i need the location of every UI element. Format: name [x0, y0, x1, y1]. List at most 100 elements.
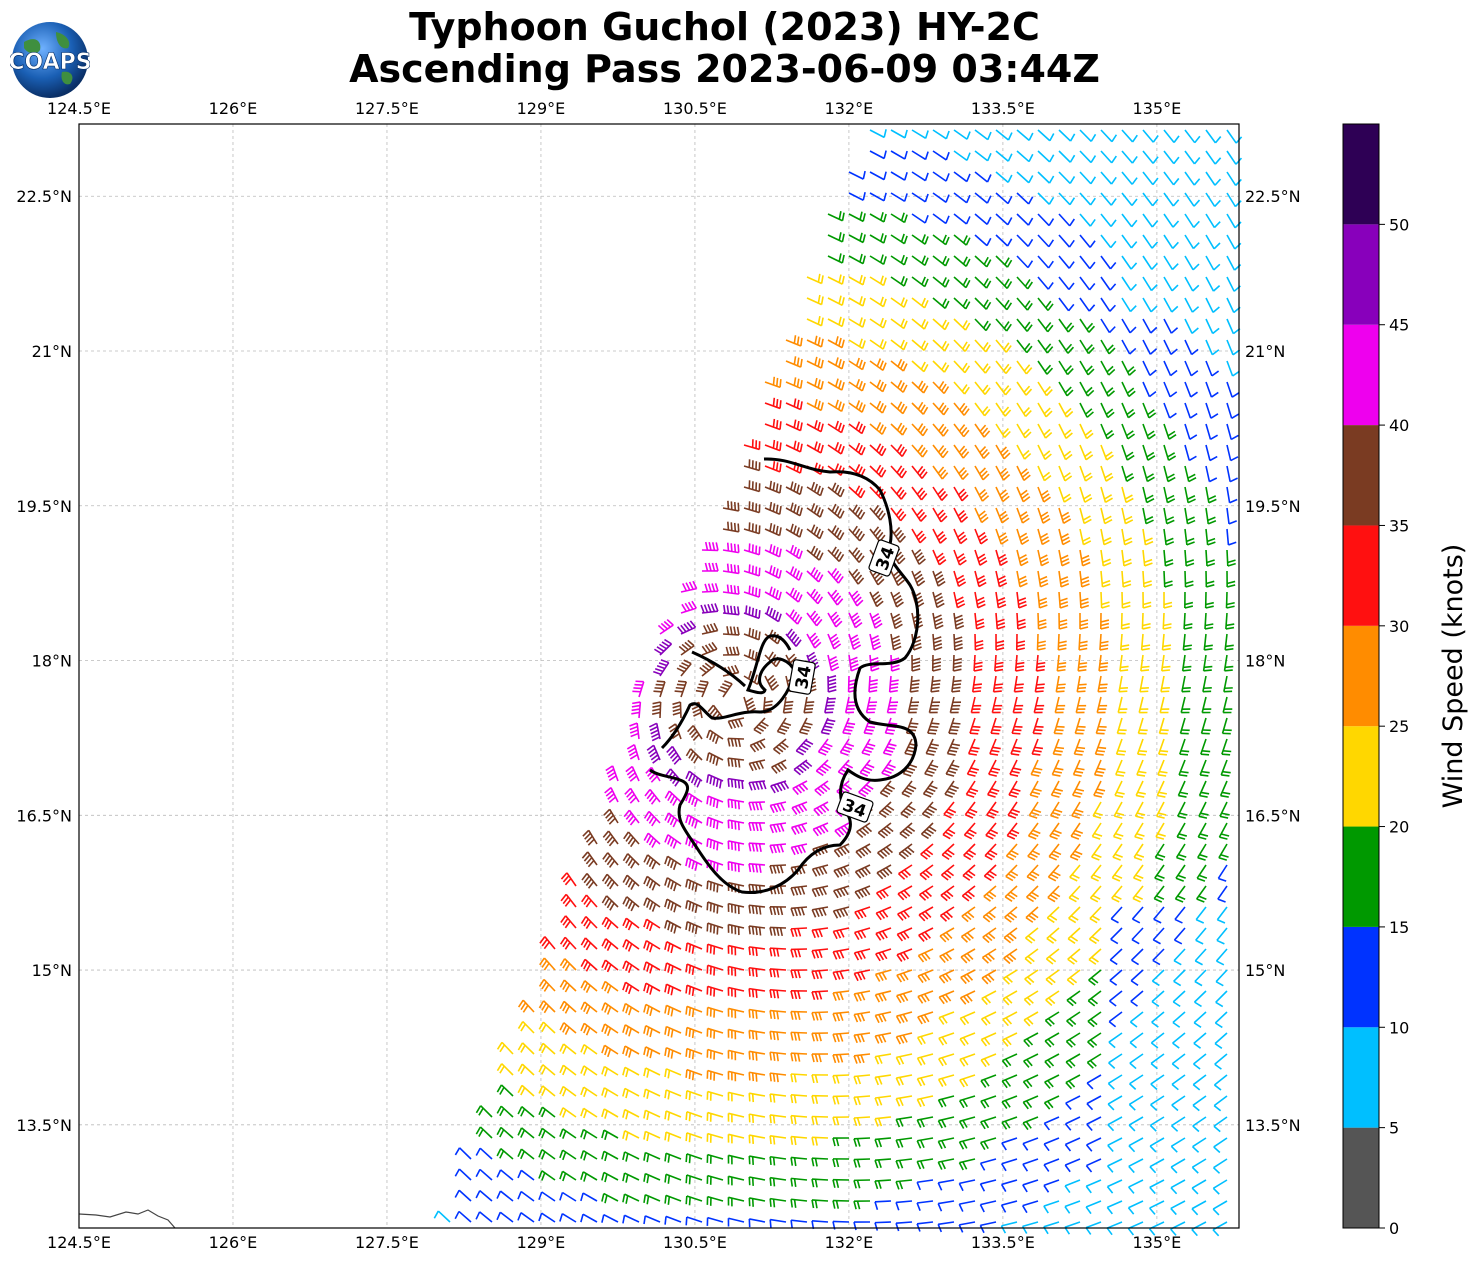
wind-barb	[971, 675, 983, 693]
wind-barb	[664, 1025, 682, 1038]
wind-barb	[1054, 696, 1066, 714]
wind-barb	[946, 738, 961, 756]
wind-barb	[932, 486, 948, 501]
wind-barb	[890, 150, 908, 160]
wind-barb	[601, 1044, 619, 1058]
wind-barb	[769, 864, 787, 874]
wind-barb	[890, 129, 908, 139]
wind-barb	[953, 633, 963, 651]
wind-barb	[1079, 549, 1091, 567]
wind-barb	[1058, 465, 1073, 482]
wind-barb	[517, 1190, 535, 1202]
wind-barb	[706, 1048, 724, 1060]
wind-barb	[1056, 654, 1067, 672]
wind-barb	[1200, 738, 1211, 756]
wind-barb	[1004, 885, 1018, 903]
wind-barb	[877, 843, 893, 859]
wind-barb	[1194, 969, 1207, 987]
wind-barb	[1221, 738, 1232, 756]
wind-barb	[722, 542, 740, 554]
wind-barb	[706, 1027, 724, 1039]
wind-barb	[1205, 171, 1222, 186]
wind-barb	[817, 738, 833, 756]
colorbar-tick-label: 0	[1389, 1219, 1399, 1238]
wind-barb	[790, 843, 808, 856]
wind-barb	[1058, 612, 1068, 630]
wind-barb	[918, 906, 934, 922]
wind-barb	[848, 253, 866, 265]
wind-barb	[932, 612, 944, 630]
wind-barb	[1149, 1116, 1165, 1132]
wind-barb	[995, 465, 1011, 481]
wind-barb	[1121, 171, 1138, 185]
wind-barb	[1016, 234, 1034, 247]
wind-barb	[1086, 1095, 1102, 1111]
wind-barb	[811, 1011, 829, 1021]
wind-barb	[1088, 927, 1102, 945]
wind-barb	[748, 925, 766, 936]
wind-barb	[911, 507, 927, 522]
wind-barb	[769, 1176, 787, 1187]
wind-barb	[581, 894, 598, 908]
wind-barb	[664, 962, 682, 975]
wind-barb	[706, 1195, 724, 1206]
wind-barb	[538, 1042, 556, 1055]
wind-barb	[1226, 318, 1241, 335]
wind-barb	[1047, 885, 1061, 903]
wind-barb	[475, 1190, 493, 1202]
wind-barb	[790, 1177, 808, 1187]
wind-barb	[907, 696, 920, 714]
wind-barb	[811, 1032, 829, 1042]
wind-barb	[622, 853, 640, 869]
wind-barb	[1088, 948, 1102, 965]
wind-barb	[1163, 339, 1178, 356]
wind-barb	[653, 659, 670, 677]
wind-barb	[1149, 1137, 1165, 1153]
wind-barb	[601, 1087, 619, 1098]
wind-barb	[517, 1020, 535, 1034]
wind-barb	[622, 1002, 640, 1016]
wind-barb	[580, 915, 598, 929]
wind-barb	[974, 591, 986, 609]
wind-barb	[1100, 339, 1116, 355]
wind-barb	[1044, 1032, 1060, 1048]
lon-tick-label: 127.5°E	[355, 99, 419, 118]
wind-barb	[643, 939, 661, 953]
wind-barb	[748, 946, 766, 957]
wind-barb	[1093, 780, 1106, 798]
wind-barb	[496, 1126, 514, 1139]
wind-barb	[722, 584, 740, 595]
wind-barb	[917, 1011, 934, 1025]
wind-barb	[1106, 1158, 1123, 1173]
wind-barb	[1100, 129, 1118, 143]
wind-barb	[1119, 654, 1129, 672]
wind-barb	[953, 318, 971, 331]
wind-barb	[937, 1095, 955, 1108]
wind-barb	[806, 273, 824, 285]
wind-barb	[1079, 402, 1094, 418]
wind-barb	[953, 528, 968, 545]
colorbar-segment	[1343, 425, 1379, 526]
wind-barb	[664, 1046, 682, 1059]
wind-barb	[1170, 1200, 1186, 1216]
wind-barb	[806, 356, 824, 369]
wind-barb	[1037, 402, 1053, 418]
wind-barb	[1215, 969, 1228, 987]
wind-barb	[832, 1011, 850, 1022]
wind-barb	[517, 1042, 535, 1055]
lat-tick-label: 18°N	[1245, 652, 1285, 671]
wind-barb	[995, 570, 1008, 588]
wind-barb	[911, 297, 929, 309]
wind-barb	[559, 1149, 577, 1161]
wind-barb	[1121, 318, 1137, 334]
wind-barb	[911, 444, 928, 458]
wind-barb	[764, 605, 782, 623]
wind-barb	[848, 590, 864, 607]
wind-barb	[706, 752, 724, 766]
wind-barb	[1100, 150, 1117, 164]
wind-barb	[748, 863, 766, 873]
wind-barb	[769, 988, 787, 999]
wind-barb	[1088, 969, 1102, 986]
wind-barb	[1037, 465, 1052, 482]
wind-barb	[980, 1074, 997, 1088]
